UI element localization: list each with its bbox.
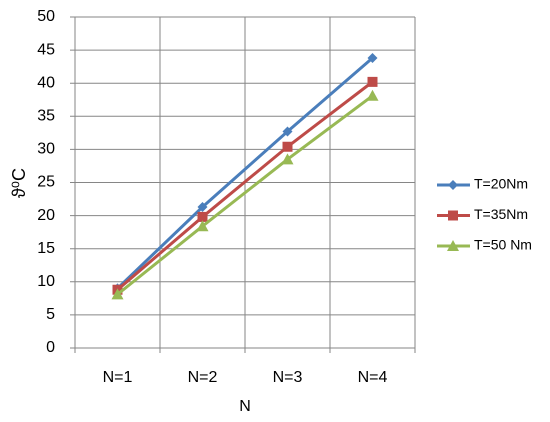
y-tick-label: 50 bbox=[37, 8, 55, 25]
y-tick-label: 25 bbox=[37, 174, 55, 191]
x-tick-label: N=2 bbox=[188, 369, 218, 386]
marker bbox=[448, 180, 458, 190]
y-axis-label: ϑ⁰C bbox=[9, 168, 29, 198]
series-line bbox=[116, 94, 374, 296]
marker bbox=[366, 89, 379, 101]
x-tick-label: N=4 bbox=[358, 369, 388, 386]
marker bbox=[196, 220, 209, 232]
series-line bbox=[116, 80, 374, 291]
marker bbox=[367, 53, 378, 64]
marker bbox=[282, 141, 293, 152]
marker bbox=[197, 211, 208, 222]
series-line bbox=[116, 56, 374, 290]
marker bbox=[448, 210, 458, 221]
marker bbox=[111, 288, 124, 300]
y-tick-label: 10 bbox=[37, 273, 55, 290]
marker bbox=[281, 153, 294, 165]
legend-label: T=20Nm bbox=[474, 176, 528, 192]
marker bbox=[197, 201, 208, 212]
legend-label: T=50 Nm bbox=[474, 237, 532, 253]
x-axis-label: N bbox=[239, 398, 251, 415]
y-tick-label: 20 bbox=[37, 207, 55, 224]
y-tick-label: 0 bbox=[46, 339, 55, 356]
marker bbox=[367, 76, 378, 87]
x-tick-label: N=1 bbox=[103, 369, 133, 386]
legend-label: T=35Nm bbox=[474, 206, 528, 222]
y-tick-label: 5 bbox=[46, 306, 55, 323]
y-tick-label: 35 bbox=[37, 108, 55, 125]
y-tick-label: 15 bbox=[37, 240, 55, 257]
y-tick-label: 45 bbox=[37, 41, 55, 58]
y-tick-label: 30 bbox=[37, 141, 55, 158]
x-tick-label: N=3 bbox=[273, 369, 303, 386]
marker bbox=[282, 126, 293, 137]
y-tick-label: 40 bbox=[37, 74, 55, 91]
marker bbox=[447, 240, 459, 251]
